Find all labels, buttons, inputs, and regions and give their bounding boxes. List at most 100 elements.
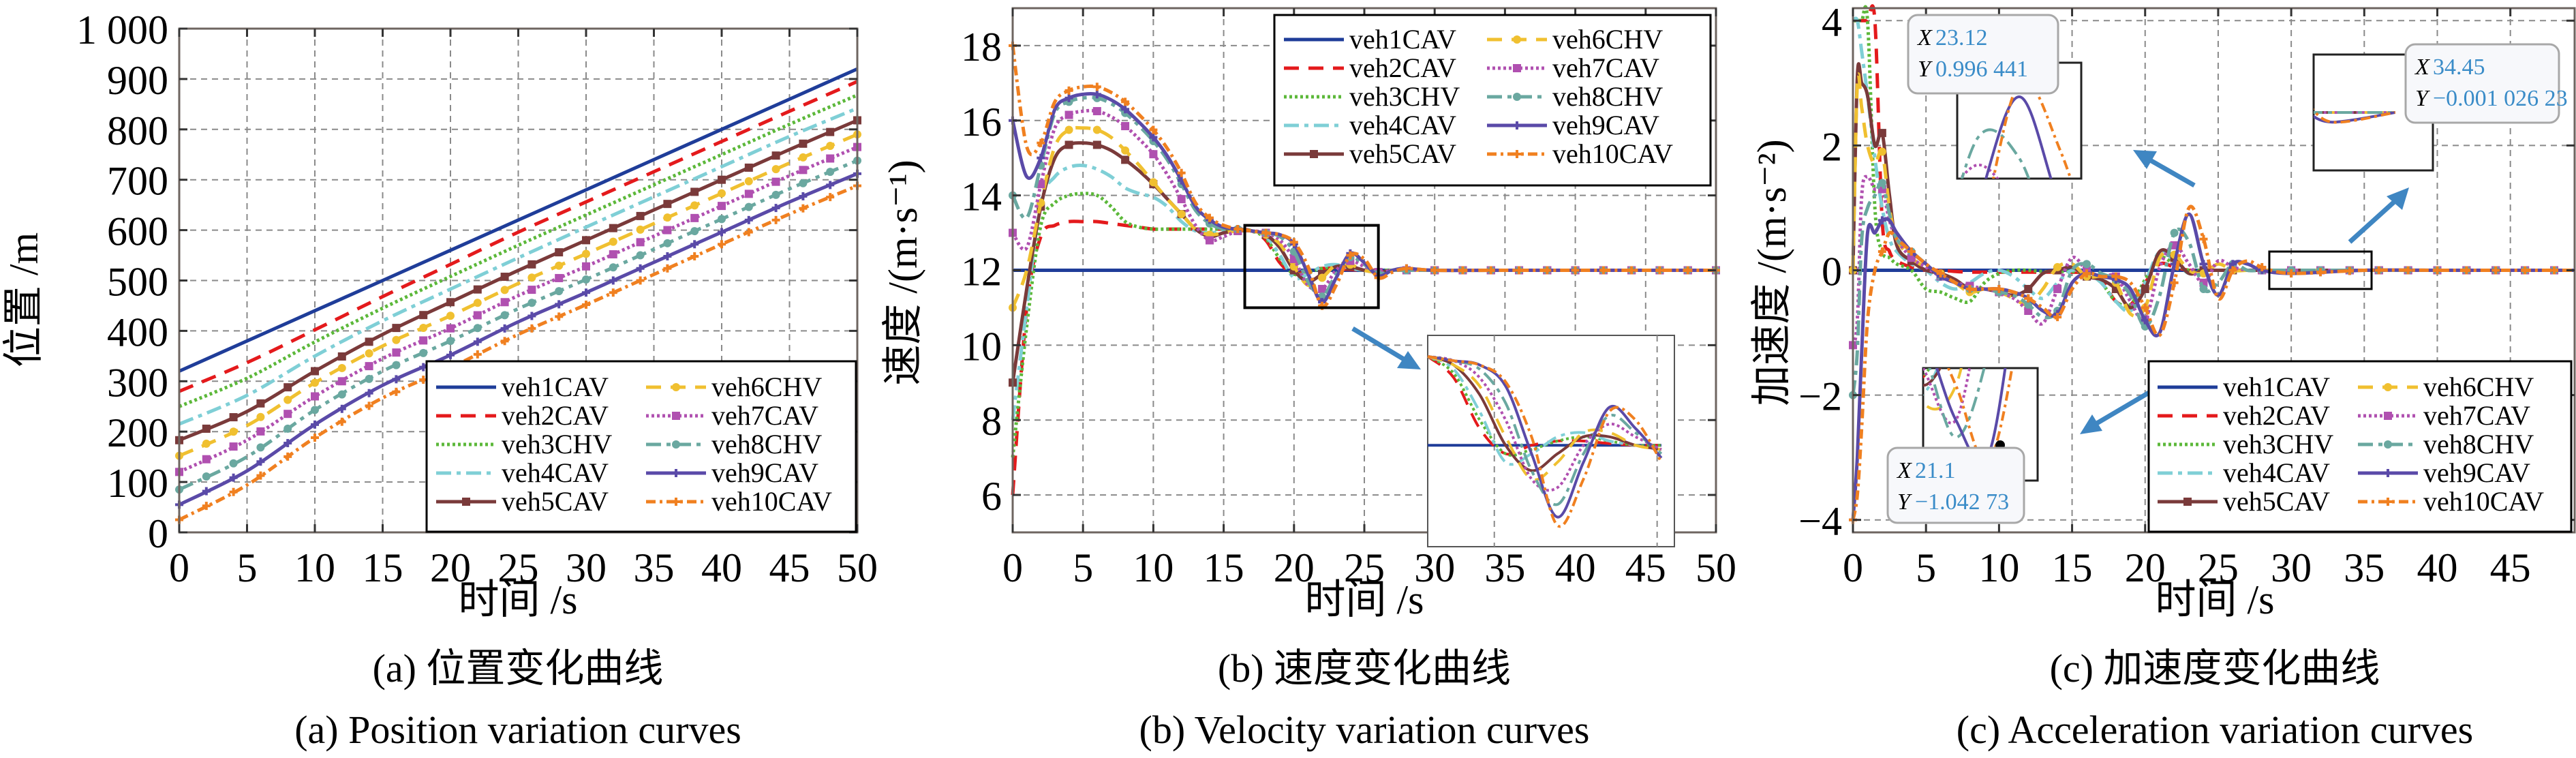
marker	[718, 175, 726, 184]
legend-label: veh5CAV	[2223, 486, 2330, 517]
marker	[1877, 179, 1886, 187]
marker	[446, 337, 455, 346]
marker	[826, 168, 835, 177]
y-tick-label: 12	[961, 249, 1002, 294]
x-tick-label: 20	[1274, 545, 1315, 590]
caption-cn: (b) 速度变化曲线	[1218, 646, 1511, 691]
arrow-icon	[1351, 326, 1409, 364]
series-line-veh7CAV	[1851, 175, 2575, 346]
marker	[718, 189, 726, 198]
marker	[690, 213, 699, 222]
marker	[771, 177, 780, 186]
legend-label: veh7CAV	[2423, 400, 2530, 431]
x-tick-label: 25	[1344, 545, 1385, 590]
legend-label: veh5CAV	[1349, 138, 1456, 169]
inset-line-veh4CAV	[1427, 355, 1662, 466]
panel-velocity: 0 5 10 15 20 25 30 35 40 45 50 6 8 10 12 14 16 18 时间 /s 速…	[880, 7, 1736, 752]
x-tick-label: 50	[837, 545, 878, 590]
marker	[419, 311, 428, 320]
marker	[1177, 195, 1186, 204]
arrow-head-icon	[2387, 187, 2409, 210]
marker	[1318, 273, 1327, 282]
legend-label: veh7CAV	[1552, 52, 1659, 83]
series-line-veh5CAV	[179, 119, 858, 442]
marker	[283, 410, 292, 419]
marker	[337, 352, 346, 361]
datatip-x-value: 21.1	[1915, 458, 1956, 483]
marker	[392, 324, 401, 333]
y-tick-label: 600	[107, 209, 168, 254]
marker	[256, 412, 265, 421]
arrow-head-icon	[2080, 414, 2102, 434]
marker	[771, 190, 780, 199]
marker	[582, 262, 590, 271]
marker	[229, 413, 238, 422]
marker	[1513, 64, 1521, 72]
arrow-icon	[2348, 196, 2401, 244]
x-tick-label: 15	[2052, 545, 2093, 590]
series-line-veh3CHV	[179, 93, 858, 408]
caption-cn: (c) 加速度变化曲线	[2050, 646, 2380, 691]
arrow-icon	[2091, 389, 2151, 429]
inset-line-veh9CAV	[1984, 95, 2053, 179]
marker	[527, 286, 536, 294]
x-tick-label: 0	[1002, 545, 1023, 590]
marker	[2183, 498, 2192, 506]
marker	[718, 215, 726, 224]
marker	[337, 390, 346, 399]
marker	[663, 213, 672, 222]
marker	[1092, 140, 1101, 149]
datatip-box	[2404, 43, 2560, 124]
legend-label: veh6CHV	[1552, 24, 1663, 55]
series-line-veh8CHV	[178, 159, 858, 491]
marker	[527, 299, 536, 307]
datatip-x-value: 23.12	[1935, 25, 1988, 50]
inset-steady-lines	[2314, 108, 2396, 124]
marker	[2053, 262, 2062, 271]
inset-line-veh5CAV	[1937, 179, 2102, 228]
legend-label: veh8CHV	[2423, 429, 2534, 459]
x-tick-label: 15	[363, 545, 403, 590]
inset-line-veh10CAV	[2314, 108, 2396, 124]
legend-label: veh2CAV	[2223, 400, 2330, 431]
marker	[1064, 110, 1073, 119]
marker	[229, 427, 238, 436]
x-tick-label: 45	[769, 545, 810, 590]
legend-label: veh2CAV	[1349, 52, 1456, 83]
inset-line-veh4CAV	[1937, 179, 2102, 227]
marker	[311, 378, 319, 387]
x-tick-label: 5	[1916, 545, 1936, 590]
y-axis-label: 加速度 /(m·s⁻²)	[1749, 139, 1794, 406]
marker	[337, 377, 346, 386]
y-tick-label: −2	[1798, 374, 1842, 419]
caption-cn: (a) 位置变化曲线	[373, 646, 664, 691]
marker	[2024, 284, 2033, 293]
marker	[1037, 180, 1045, 189]
legend-label: veh9CAV	[711, 457, 818, 488]
x-tick-label: 30	[2271, 545, 2312, 590]
legend-label: veh10CAV	[711, 486, 832, 517]
series-line-veh9CAV	[1011, 91, 1716, 304]
marker	[337, 363, 346, 372]
datatip-x-value: 34.45	[2433, 55, 2485, 80]
marker	[799, 153, 808, 162]
marker	[609, 263, 617, 272]
legend-label: veh8CHV	[1552, 81, 1663, 112]
inset-line-veh10CAV	[1427, 355, 1663, 528]
marker	[229, 442, 238, 451]
y-tick-label: 1 000	[76, 7, 168, 52]
marker	[672, 383, 680, 391]
marker	[744, 177, 753, 185]
marker	[392, 348, 401, 357]
marker	[202, 455, 211, 464]
datatip-y-value: −1.042 73	[1915, 489, 2009, 515]
datatip: X 21.1Y −1.042 73	[1886, 446, 2025, 524]
legend-label: veh5CAV	[502, 486, 609, 517]
legend-label: veh10CAV	[2423, 486, 2544, 517]
marker	[365, 349, 373, 358]
caption-en: (c) Acceleration variation curves	[1957, 708, 2473, 752]
series-line-veh7CAV	[178, 145, 858, 474]
